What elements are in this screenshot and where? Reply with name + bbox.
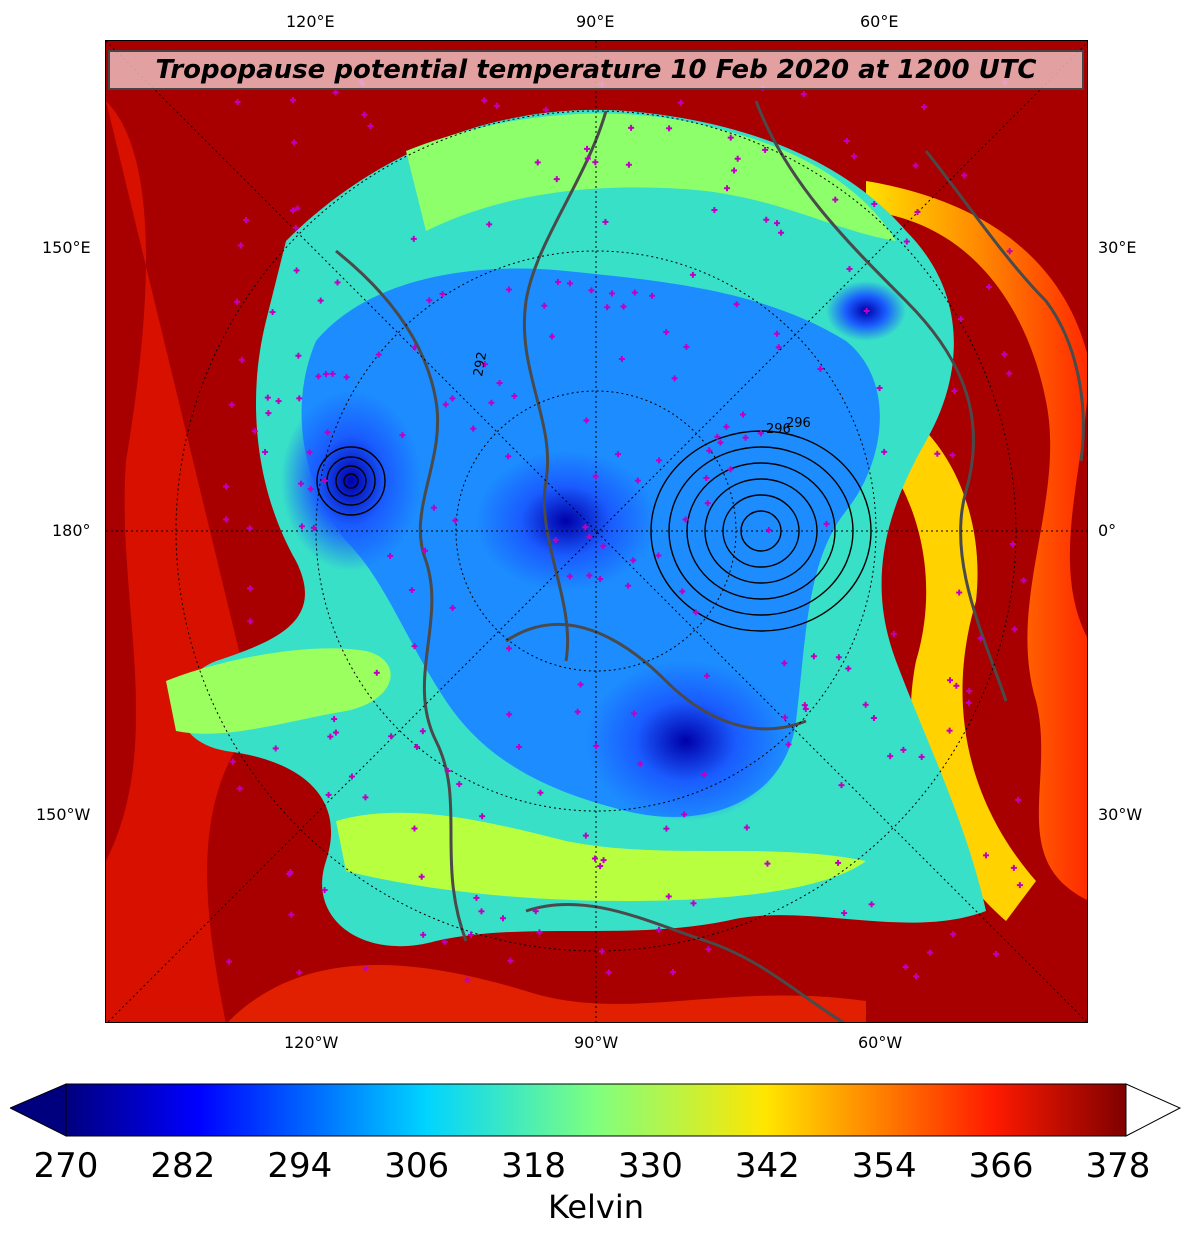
map-field: 292 296 296 xyxy=(106,41,1087,1022)
tick-right-0: 0° xyxy=(1098,521,1117,540)
graticule xyxy=(106,41,1087,1022)
contour-label-1: 292 xyxy=(471,351,490,378)
colorbar-tick-label: 270 xyxy=(33,1146,99,1186)
colorbar-extend-high xyxy=(1125,1083,1182,1137)
tick-left-150w: 150°W xyxy=(36,805,91,824)
colorbar-tick-label: 366 xyxy=(968,1146,1034,1186)
contour-vortex-west xyxy=(316,446,386,516)
contour-label-2: 296 xyxy=(766,422,791,437)
tick-right-30e: 30°E xyxy=(1098,238,1137,257)
tick-bottom-60w: 60°W xyxy=(858,1033,903,1052)
colorbar-unit: Kelvin xyxy=(547,1188,645,1226)
deep-cold-core-2 xyxy=(476,451,656,591)
colorbar-tick-label: 330 xyxy=(617,1146,683,1186)
coastlines xyxy=(335,100,1085,1022)
colorbar-tick-label: 342 xyxy=(734,1146,800,1186)
colorbar-tick-label: 306 xyxy=(384,1146,450,1186)
tick-top-90e: 90°E xyxy=(576,12,615,31)
deep-cold-core-3 xyxy=(586,661,786,821)
colorbar-tick-label: 354 xyxy=(851,1146,917,1186)
deep-cold-core-1 xyxy=(281,391,421,571)
colorbar xyxy=(10,1083,1182,1137)
tick-right-30w: 30°W xyxy=(1098,805,1143,824)
colorbar-extend-low xyxy=(10,1083,67,1137)
green-tongue-left xyxy=(166,648,391,734)
colorbar-gradient xyxy=(65,1083,1127,1137)
station-markers xyxy=(223,78,1027,983)
colorbar-tick-label: 294 xyxy=(267,1146,333,1186)
colorbar-tick-label: 318 xyxy=(501,1146,566,1186)
tick-top-120e: 120°E xyxy=(286,12,335,31)
contour-label-3: 296 xyxy=(786,416,811,431)
tick-left-150e: 150°E xyxy=(42,238,91,257)
colorbar-tick-label: 378 xyxy=(1085,1146,1151,1186)
yellow-band-right xyxy=(846,401,1036,921)
tick-bottom-90w: 90°W xyxy=(574,1033,619,1052)
map-title: Tropopause potential temperature 10 Feb … xyxy=(155,55,1037,85)
title-box: Tropopause potential temperature 10 Feb … xyxy=(108,50,1084,90)
tick-left-180: 180° xyxy=(52,521,91,540)
warm-band-right xyxy=(866,181,1087,900)
map-panel: 292 296 296 xyxy=(105,40,1088,1023)
tick-bottom-120w: 120°W xyxy=(284,1033,339,1052)
green-south xyxy=(336,812,866,901)
colorbar-tick-label: 282 xyxy=(150,1146,216,1186)
red-band-left xyxy=(106,101,256,1022)
tick-top-60e: 60°E xyxy=(860,12,899,31)
red-band-bottom xyxy=(228,964,866,1022)
green-region xyxy=(406,113,896,241)
